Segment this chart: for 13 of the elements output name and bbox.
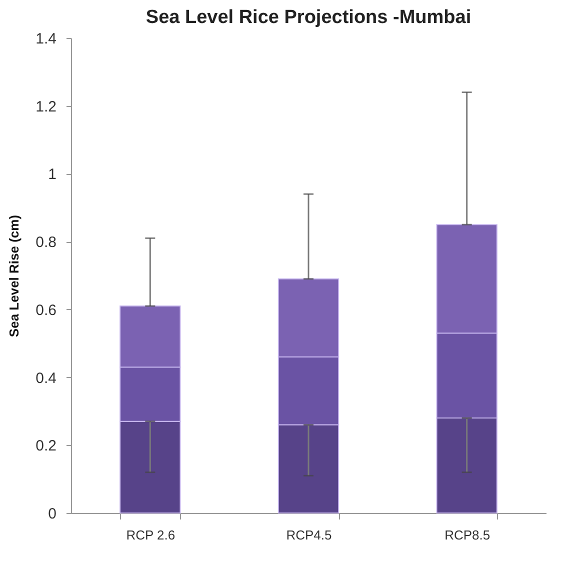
x-tick-label: RCP 2.6 (126, 528, 176, 542)
y-tick-label: 0.2 (36, 438, 56, 455)
y-tick-label: 1.4 (36, 30, 56, 48)
chart-title: Sea Level Rice Projections -Mumbai (146, 7, 472, 28)
x-tick-label: RCP4.5 (286, 528, 332, 542)
y-tick-label: 0.6 (36, 302, 56, 319)
y-tick-label: 0 (48, 506, 56, 522)
x-tick-label: RCP8.5 (444, 528, 490, 542)
y-tick-label: 0.8 (36, 234, 56, 252)
y-tick-label: 1 (48, 166, 56, 184)
y-axis-title: Sea Level Rise (cm) (6, 214, 22, 338)
y-tick-label: 1.2 (36, 98, 56, 116)
y-tick-label: 0.4 (36, 370, 56, 387)
